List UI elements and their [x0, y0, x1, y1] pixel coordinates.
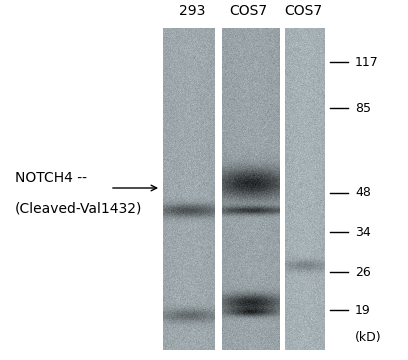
Text: COS7: COS7	[229, 4, 267, 18]
Text: 117: 117	[355, 55, 379, 68]
Text: (Cleaved-Val1432): (Cleaved-Val1432)	[15, 201, 142, 215]
Text: 34: 34	[355, 225, 371, 238]
Text: 293: 293	[179, 4, 205, 18]
Text: COS7: COS7	[284, 4, 322, 18]
Text: 85: 85	[355, 102, 371, 114]
Text: 26: 26	[355, 266, 371, 279]
Text: 48: 48	[355, 186, 371, 199]
Text: NOTCH4 --: NOTCH4 --	[15, 171, 87, 185]
Text: 19: 19	[355, 303, 371, 316]
Text: (kD): (kD)	[355, 332, 381, 345]
